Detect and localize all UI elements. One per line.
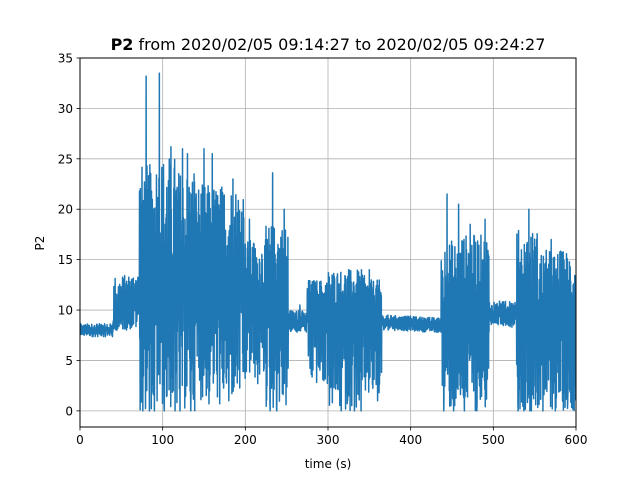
- chart-title-bold: P2: [111, 35, 134, 54]
- y-tick-label: 0: [65, 404, 73, 418]
- y-tick-label: 30: [58, 102, 73, 116]
- x-tick-label: 0: [76, 433, 84, 447]
- y-axis-label: P2: [33, 236, 47, 251]
- y-tick-label: 10: [58, 304, 73, 318]
- y-tick-label: 20: [58, 203, 73, 217]
- series-line-p2: [80, 72, 576, 412]
- chart-title: P2 from 2020/02/05 09:14:27 to 2020/02/0…: [111, 35, 546, 54]
- x-axis-label: time (s): [305, 457, 352, 471]
- y-tick-label: 35: [58, 52, 73, 66]
- x-tick-label: 300: [317, 433, 340, 447]
- chart-title-rest: from 2020/02/05 09:14:27 to 2020/02/05 0…: [133, 35, 545, 54]
- x-axis-ticks: 0 100 200 300 400 500 600: [76, 427, 587, 447]
- x-tick-label: 200: [234, 433, 257, 447]
- y-tick-label: 5: [65, 354, 73, 368]
- y-axis-ticks: 0 5 10 15 20 25 30 35: [58, 52, 80, 418]
- x-tick-label: 400: [399, 433, 422, 447]
- x-tick-label: 600: [565, 433, 588, 447]
- x-tick-label: 100: [151, 433, 174, 447]
- y-tick-label: 25: [58, 152, 73, 166]
- y-tick-label: 15: [58, 253, 73, 267]
- x-tick-label: 500: [482, 433, 505, 447]
